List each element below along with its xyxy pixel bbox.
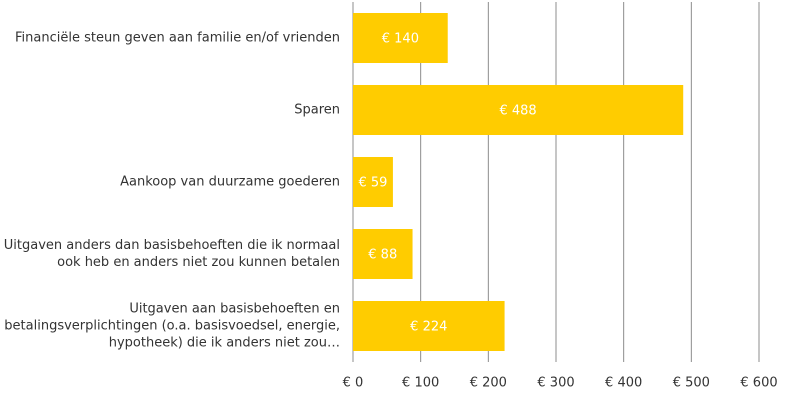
x-tick-label: € 200 [470,376,507,391]
value-label: € 88 [368,248,397,263]
value-label: € 224 [410,320,447,335]
bar [353,85,684,135]
category-label: Sparen [294,102,340,118]
x-tick-label: € 100 [402,376,439,391]
category-label: Financiële steun geven aan familie en/of… [14,30,340,46]
value-label: € 488 [499,104,536,119]
category-label: Aankoop van duurzame goederen [120,174,340,190]
bar [353,229,413,279]
x-tick-label: € 600 [740,376,777,391]
category-label: Uitgaven anders dan basisbehoeften die i… [3,238,340,270]
x-tick-label: € 300 [537,376,574,391]
x-tick-label: € 500 [673,376,710,391]
bar [353,301,505,351]
x-tick-label: € 0 [343,376,364,391]
x-tick-label: € 400 [605,376,642,391]
bar [353,13,448,63]
value-label: € 140 [382,32,419,47]
category-label: Uitgaven aan basisbehoeften en betalings… [4,301,340,351]
value-label: € 59 [358,176,387,191]
bar [353,157,393,207]
